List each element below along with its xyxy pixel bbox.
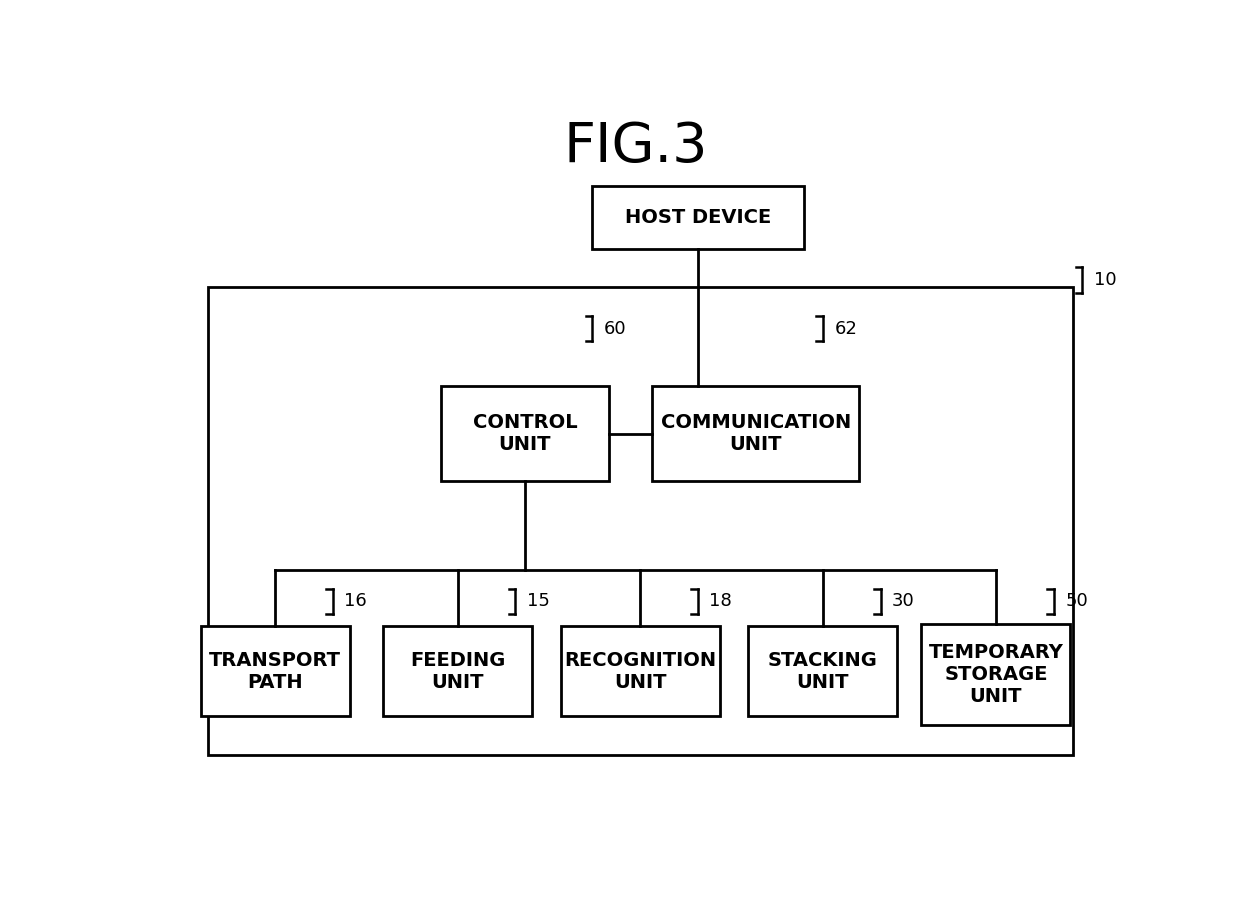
Text: 30: 30 (892, 592, 915, 610)
Text: 10: 10 (1094, 271, 1116, 289)
FancyBboxPatch shape (921, 624, 1070, 726)
Text: STACKING
UNIT: STACKING UNIT (768, 650, 878, 691)
Text: CONTROL
UNIT: CONTROL UNIT (472, 413, 578, 454)
Text: TEMPORARY
STORAGE
UNIT: TEMPORARY STORAGE UNIT (929, 643, 1064, 706)
Text: 18: 18 (709, 592, 733, 610)
Text: TRANSPORT
PATH: TRANSPORT PATH (210, 650, 341, 691)
Text: 62: 62 (835, 320, 857, 337)
Text: FEEDING
UNIT: FEEDING UNIT (410, 650, 506, 691)
FancyBboxPatch shape (560, 626, 719, 717)
Text: 16: 16 (345, 592, 367, 610)
Text: HOST DEVICE: HOST DEVICE (625, 208, 771, 227)
Text: 15: 15 (527, 592, 549, 610)
FancyBboxPatch shape (201, 626, 350, 717)
Text: COMMUNICATION
UNIT: COMMUNICATION UNIT (661, 413, 851, 454)
Text: RECOGNITION
UNIT: RECOGNITION UNIT (564, 650, 717, 691)
Text: 50: 50 (1065, 592, 1087, 610)
FancyBboxPatch shape (749, 626, 898, 717)
FancyBboxPatch shape (652, 386, 859, 481)
Text: 60: 60 (604, 320, 626, 337)
FancyBboxPatch shape (441, 386, 609, 481)
FancyBboxPatch shape (593, 186, 804, 249)
Text: FIG.3: FIG.3 (563, 121, 708, 174)
FancyBboxPatch shape (383, 626, 532, 717)
